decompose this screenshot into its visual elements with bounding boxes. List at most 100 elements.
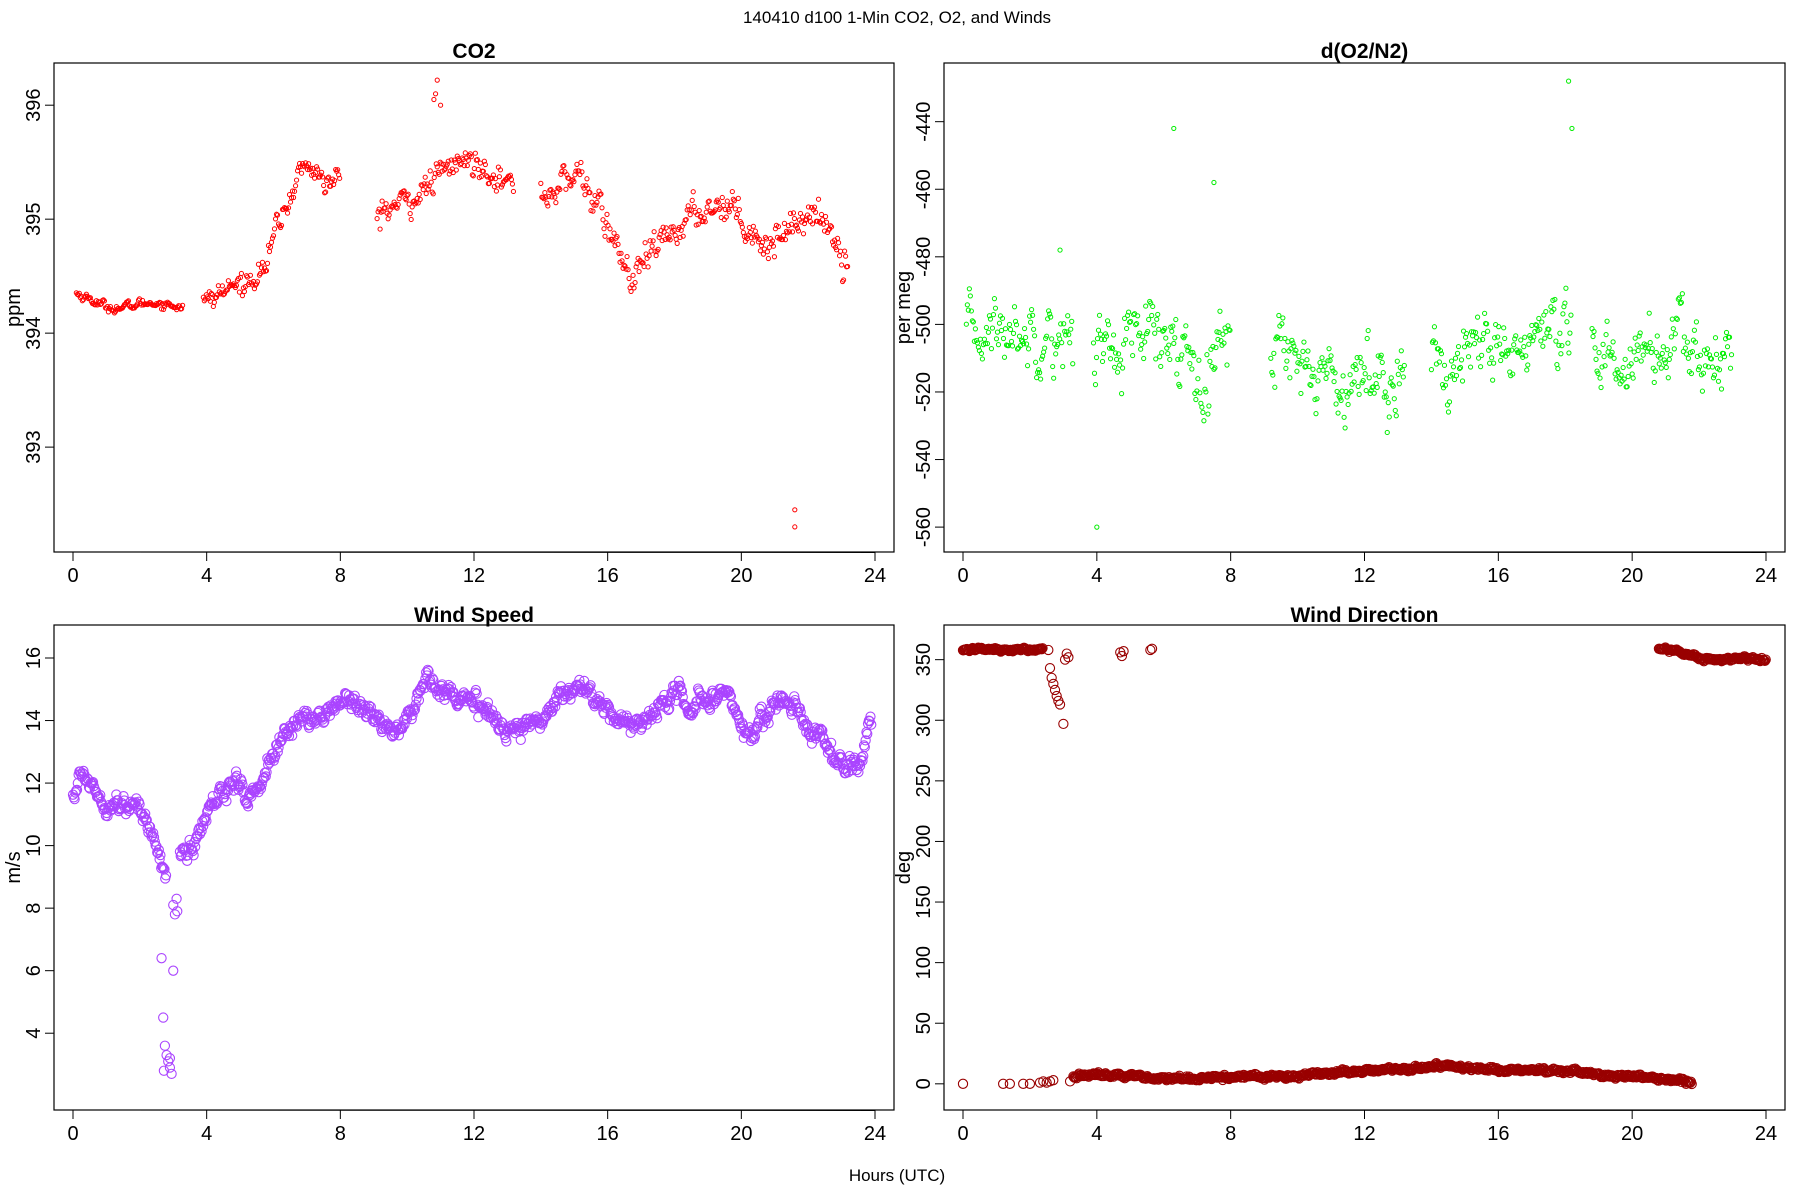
data-point: [985, 329, 992, 335]
data-point: [1303, 363, 1309, 370]
data-point: [1601, 353, 1607, 360]
data-point: [1304, 357, 1310, 363]
data-point: [1000, 335, 1007, 342]
data-point: [423, 190, 429, 197]
data-point: [1179, 352, 1185, 358]
data-point: [1450, 364, 1457, 370]
data-point: [736, 207, 742, 213]
data-point: [1340, 373, 1346, 379]
data-point: [771, 254, 778, 260]
data-point: [842, 253, 849, 259]
data-point: [789, 229, 796, 235]
y-tick-label: 394: [23, 316, 45, 349]
data-point: [1025, 346, 1032, 352]
data-point: [284, 210, 291, 216]
y-axis: 4 6 8 10 12 14 16: [23, 647, 54, 1039]
data-point: [296, 160, 303, 167]
data-point: [1310, 366, 1316, 372]
data-point: [234, 780, 246, 792]
series-points: [73, 77, 851, 530]
data-point: [209, 291, 215, 298]
data-point: [1099, 358, 1106, 365]
data-point: [1506, 347, 1512, 353]
data-point: [1395, 371, 1401, 377]
y-tick-label: 350: [913, 643, 935, 676]
data-point: [482, 697, 494, 708]
data-point: [723, 214, 729, 220]
data-point: [1474, 314, 1481, 320]
data-point: [160, 306, 167, 313]
data-point: [156, 953, 167, 964]
data-point: [241, 288, 248, 295]
data-point: [1501, 325, 1507, 331]
data-point: [1452, 355, 1459, 361]
y-tick-label: 250: [913, 764, 935, 797]
data-point: [726, 209, 732, 215]
data-point: [793, 222, 800, 228]
data-point: [1043, 644, 1054, 656]
data-point: [653, 252, 659, 259]
data-point: [724, 198, 730, 204]
data-point: [1141, 355, 1147, 362]
data-point: [794, 225, 801, 231]
data-point: [1649, 345, 1655, 352]
data-point: [468, 154, 474, 160]
data-point: [1598, 384, 1604, 391]
y-tick-label: 16: [23, 647, 45, 669]
data-point: [428, 179, 434, 185]
data-point: [255, 261, 262, 267]
data-point: [444, 161, 450, 167]
data-point: [417, 196, 423, 202]
data-point: [408, 705, 420, 716]
data-point: [1166, 342, 1172, 348]
data-point: [321, 182, 327, 189]
y-tick-label: 50: [913, 1012, 935, 1034]
data-point: [470, 173, 476, 179]
data-point: [621, 262, 627, 268]
data-point: [686, 206, 692, 213]
data-point: [1532, 328, 1538, 335]
data-point: [291, 188, 298, 194]
x-tick-label: 12: [1353, 565, 1375, 587]
data-point: [611, 230, 617, 236]
data-point: [387, 207, 393, 213]
data-point: [258, 772, 270, 783]
data-point: [298, 170, 305, 176]
data-point: [1667, 351, 1673, 358]
data-point: [1182, 333, 1188, 339]
data-point: [662, 236, 668, 243]
data-point: [416, 191, 422, 197]
data-point: [1135, 313, 1141, 319]
data-point: [782, 237, 789, 243]
data-point: [1203, 389, 1209, 395]
data-point: [1399, 367, 1405, 373]
data-point: [1613, 376, 1619, 382]
data-point: [1673, 315, 1679, 321]
data-point: [1095, 327, 1102, 333]
data-point: [1159, 350, 1165, 356]
data-point: [432, 91, 439, 97]
data-point: [1491, 360, 1497, 366]
y-tick-label: 14: [23, 709, 45, 731]
data-point: [1355, 383, 1361, 390]
data-point: [1394, 358, 1400, 364]
data-point: [431, 174, 437, 181]
data-point: [379, 198, 385, 204]
data-point: [799, 214, 806, 220]
data-point: [107, 803, 119, 815]
data-point: [1537, 326, 1543, 332]
y-axis-label: deg: [893, 851, 915, 884]
y-axis: -560 -540 -520 -500 -480 -460 -440: [913, 102, 944, 547]
data-point: [1291, 343, 1297, 349]
data-point: [619, 258, 625, 264]
data-point: [406, 201, 412, 207]
data-point: [574, 161, 580, 167]
data-point: [794, 702, 806, 714]
data-point: [1117, 357, 1124, 363]
data-point: [632, 279, 638, 286]
data-point: [599, 205, 605, 211]
x-tick-label: 20: [730, 565, 752, 587]
data-point: [1348, 388, 1354, 394]
data-point: [364, 700, 375, 711]
data-point: [1283, 365, 1289, 371]
